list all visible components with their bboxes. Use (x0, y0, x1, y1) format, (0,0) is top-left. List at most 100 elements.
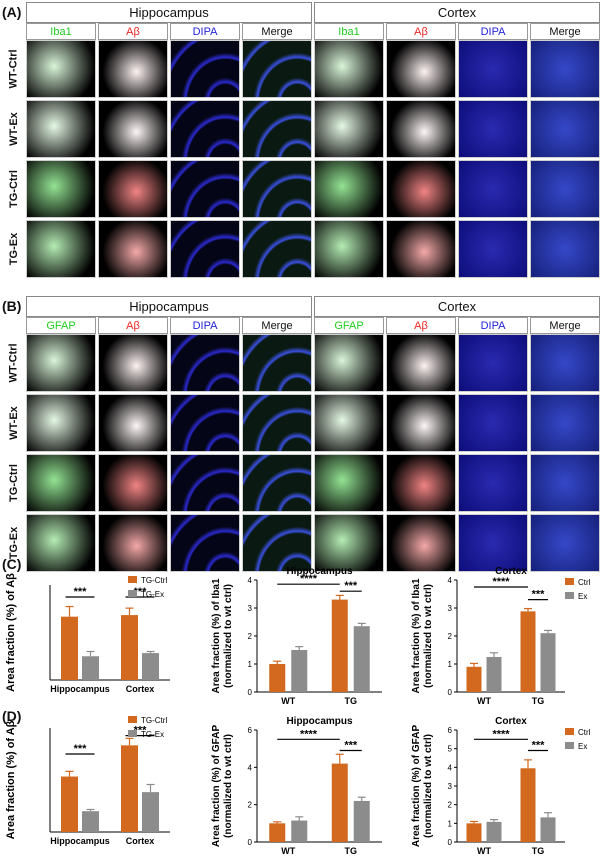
micrograph-image (170, 40, 240, 98)
micrograph-image (386, 394, 456, 452)
micrograph-image (458, 394, 528, 452)
row-label: WT-Ctrl (3, 334, 25, 392)
chart-d-abeta: Area fraction (%) of Aβ Hippocampus Cortex… (5, 716, 170, 846)
micrograph-image (98, 220, 168, 278)
micrograph-image (314, 160, 384, 218)
stain-label: Merge (242, 317, 312, 334)
micrograph-image (242, 514, 312, 572)
x-tick-label: TG (345, 846, 358, 856)
micrograph-image (530, 334, 600, 392)
micrograph-image (242, 100, 312, 158)
stain-label: Merge (530, 317, 600, 334)
micrograph-image (386, 220, 456, 278)
y-tick-label: 3 (448, 782, 453, 791)
legend-label: Ex (578, 592, 587, 601)
x-tick-label: Hippocampus (50, 836, 110, 846)
micrograph-image (98, 100, 168, 158)
row-label-text: WT-Ex (8, 112, 20, 146)
y-tick-label: 3 (248, 604, 253, 613)
micrograph-image (530, 160, 600, 218)
micrograph-image (530, 100, 600, 158)
panel-letter-c: (C) (2, 556, 22, 572)
micrograph-image (386, 454, 456, 512)
micrograph-image (314, 334, 384, 392)
bar (61, 776, 78, 832)
legend-label: Ctrl (578, 728, 591, 737)
micrograph-image (242, 394, 312, 452)
bar (269, 664, 286, 692)
micrograph-image (98, 334, 168, 392)
y-tick-label: 4 (248, 576, 253, 585)
bar (121, 615, 138, 680)
micrograph-image (98, 160, 168, 218)
y-tick-label: 5 (448, 745, 453, 754)
bar (142, 792, 159, 832)
legend-label: TG-Ex (141, 730, 164, 739)
y-tick-label: 2 (248, 632, 253, 641)
micrograph-image (170, 160, 240, 218)
micrograph-image (314, 40, 384, 98)
y-tick-label: 6 (448, 726, 453, 735)
bar (291, 650, 308, 692)
panel-letter-b: (B) (2, 298, 22, 314)
row-label: WT-Ex (3, 394, 25, 452)
significance-label: **** (492, 576, 510, 588)
significance-label: **** (300, 573, 318, 585)
stain-label: DIPA (458, 317, 528, 334)
micrograph-image (26, 454, 96, 512)
row-label-text: TG-Ctrl (8, 170, 21, 208)
x-tick-label: TG (532, 696, 545, 706)
significance-label: *** (344, 580, 358, 592)
micrograph-image (314, 454, 384, 512)
row-label: TG-Ex (3, 220, 25, 278)
region-header-hippocampus: Hippocampus (26, 2, 312, 23)
legend-label: TG-Ex (141, 590, 164, 599)
significance-label: *** (532, 740, 546, 752)
row-label: WT-Ctrl (3, 40, 25, 98)
bar (121, 745, 138, 832)
stain-label: Aβ (386, 317, 456, 334)
micrograph-image (314, 394, 384, 452)
legend-swatch (128, 730, 137, 737)
stain-label: GFAP (26, 317, 96, 334)
x-tick-label: Hippocampus (50, 684, 110, 694)
bar (82, 811, 99, 832)
legend-swatch (565, 742, 574, 749)
stain-label: DIPA (170, 23, 240, 40)
micrograph-image (26, 160, 96, 218)
micrograph-image (530, 514, 600, 572)
panel-letter-d: (D) (2, 708, 22, 724)
stain-label: Iba1 (314, 23, 384, 40)
bar (486, 657, 502, 692)
region-header-cortex: Cortex (314, 2, 600, 23)
row-label-text: WT-Ex (8, 406, 20, 440)
micrograph-image (458, 334, 528, 392)
y-axis-label: Area fraction (%) of Aβ (5, 573, 17, 692)
stain-label: Merge (530, 23, 600, 40)
micrograph-image (98, 394, 168, 452)
micrograph-image (314, 220, 384, 278)
bar (540, 633, 556, 692)
significance-label: *** (532, 589, 546, 601)
legend-swatch (565, 578, 574, 585)
x-tick-label: TG (532, 846, 545, 856)
chart-c-iba1-hippocampus: Hippocampus 0 1 2 3 4 Area fraction (%) of Iba… (211, 566, 382, 706)
bar (540, 817, 556, 842)
chart-title: Hippocampus (286, 566, 353, 577)
micrograph-image (98, 514, 168, 572)
micrograph-image (170, 454, 240, 512)
bar (520, 611, 536, 692)
micrograph-image (26, 40, 96, 98)
chart-d-gfap-hippocampus: Hippocampus 0 2 4 6 Area fraction (%) of GFAP… (211, 716, 382, 856)
legend-swatch (565, 728, 574, 735)
legend-swatch (128, 716, 137, 723)
legend-label: Ctrl (578, 578, 591, 587)
micrograph-image (26, 100, 96, 158)
y-axis-label: Area fraction (%) of GFAP(normalized to … (211, 725, 234, 848)
micrograph-image (242, 334, 312, 392)
bar (61, 616, 78, 680)
micrograph-image (458, 454, 528, 512)
micrograph-image (386, 100, 456, 158)
y-tick-label: 3 (448, 604, 453, 613)
stain-label: Iba1 (26, 23, 96, 40)
